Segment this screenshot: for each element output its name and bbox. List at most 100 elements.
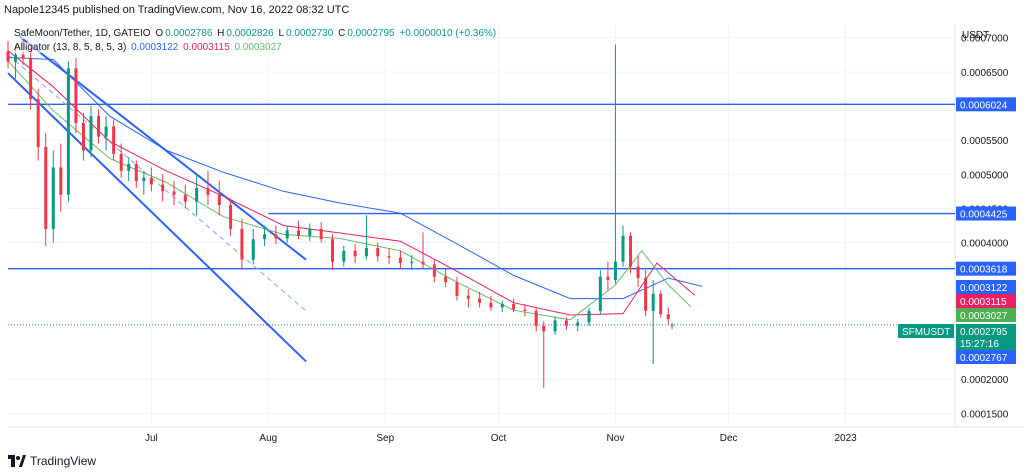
alligator-label: Alligator (13, 8, 5, 8, 5, 3) [14, 42, 127, 53]
candle-body [598, 276, 602, 311]
tradingview-logo-icon [8, 455, 26, 467]
series-line [7, 60, 692, 321]
brand-name: TradingView [30, 454, 97, 468]
symbol-tag-bg [898, 324, 954, 338]
price-label-bg [956, 294, 1016, 308]
alligator-lines [7, 50, 703, 321]
candle-body [285, 230, 289, 239]
change-value: +0.0000010 (+0.36%) [399, 28, 497, 39]
candle-body [51, 167, 55, 229]
candle-body [66, 68, 70, 195]
candle-body [444, 276, 448, 283]
candle-body [119, 153, 123, 171]
candle-body [217, 194, 221, 206]
candle-body [44, 146, 48, 229]
candle-body [36, 99, 40, 147]
horizontal-levels [8, 103, 955, 326]
candle-body [542, 325, 546, 332]
candle-body [512, 304, 516, 310]
series-line [7, 57, 703, 300]
price-label-bg [956, 280, 1016, 294]
price-label-bg [956, 336, 1016, 350]
y-tick-label: 0.0001500 [961, 409, 1009, 420]
candle-body [319, 228, 323, 240]
published-header: Napole12345 published on TradingView.com… [4, 4, 350, 16]
candle-body [206, 187, 210, 195]
price-label-bg [956, 324, 1016, 338]
candle-body [104, 126, 108, 137]
candles [6, 37, 674, 389]
candle-body [666, 314, 670, 320]
teeth-value: 0.0003115 [183, 42, 230, 53]
x-tick-label: Jul [145, 433, 158, 444]
x-tick-label: 2023 [834, 433, 857, 444]
candle-body [621, 235, 625, 262]
candle-body [432, 264, 436, 277]
footer-brand: TradingView [8, 454, 96, 468]
series-line [7, 50, 696, 316]
grid [8, 24, 1024, 428]
candle-body [274, 234, 278, 239]
price-labels: 0.0006024 0.0004425 0.0003618 0.0003122 0.00… [898, 97, 1016, 364]
candle-body [421, 261, 425, 265]
candle-body [29, 58, 33, 100]
candle-body [21, 54, 25, 59]
open-label: O [155, 28, 164, 39]
price-label: 0.0003122 [960, 283, 1008, 294]
price-label-bg [956, 308, 1016, 322]
symbol-title: SafeMoon/Tether, 1D, GATEIO [14, 28, 151, 39]
x-tick-label: Aug [259, 433, 277, 444]
candle-body [97, 116, 101, 137]
level-label-bg [956, 206, 1016, 221]
candle-body [587, 310, 591, 323]
level-label: 0.0004425 [960, 210, 1008, 221]
level-label-bg [956, 97, 1016, 112]
candle-body [500, 304, 504, 308]
alligator-legend: Alligator (13, 8, 5, 8, 5, 3) 0.0003122 … [14, 42, 284, 53]
candle-body [651, 293, 655, 311]
candle-body [466, 295, 470, 299]
x-tick-label: Nov [607, 433, 625, 444]
high-label: H [217, 28, 225, 39]
close-label: C [338, 28, 346, 39]
candle-body [251, 239, 255, 260]
x-tick-label: Sep [376, 433, 394, 444]
y-tick-label: 0.0002000 [961, 375, 1009, 386]
candle-body [342, 250, 346, 262]
candle-body [353, 250, 357, 257]
candle-body [172, 191, 176, 195]
y-tick-label: 0.0005000 [961, 170, 1009, 181]
candle-body [127, 164, 131, 171]
y-tick-label: 0.0007000 [961, 34, 1009, 45]
candle-body [576, 322, 580, 326]
candle-body [613, 261, 617, 281]
candle-body [74, 68, 78, 124]
candle-body [6, 51, 10, 62]
price-label-bg [956, 350, 1016, 364]
candle-body [229, 205, 233, 229]
price-label: 15:27:16 [960, 339, 999, 350]
candle-body [455, 282, 459, 296]
candle-body [195, 187, 199, 202]
candle-body [330, 239, 334, 262]
candle-body [564, 320, 568, 326]
channel-lower-line [7, 72, 307, 363]
x-tick-label: Dec [720, 433, 738, 444]
candle-body [534, 310, 538, 326]
level-label-bg [956, 261, 1016, 276]
candle-body [142, 177, 146, 182]
low-label: L [278, 28, 285, 39]
candle-body [670, 324, 674, 326]
candle-body [398, 257, 402, 264]
low-value: 0.0002730 [286, 28, 334, 39]
y-tick-label: 0.0004000 [961, 239, 1009, 250]
candle-body [629, 235, 633, 267]
high-value: 0.0002826 [226, 28, 274, 39]
open-value: 0.0002786 [165, 28, 213, 39]
close-value: 0.0002795 [347, 28, 395, 39]
candle-body [183, 194, 187, 202]
time-axis: Jul Aug Sep Oct Nov Dec 2023 [145, 433, 857, 444]
jaw-value: 0.0003122 [131, 42, 179, 53]
candle-body [81, 123, 85, 151]
